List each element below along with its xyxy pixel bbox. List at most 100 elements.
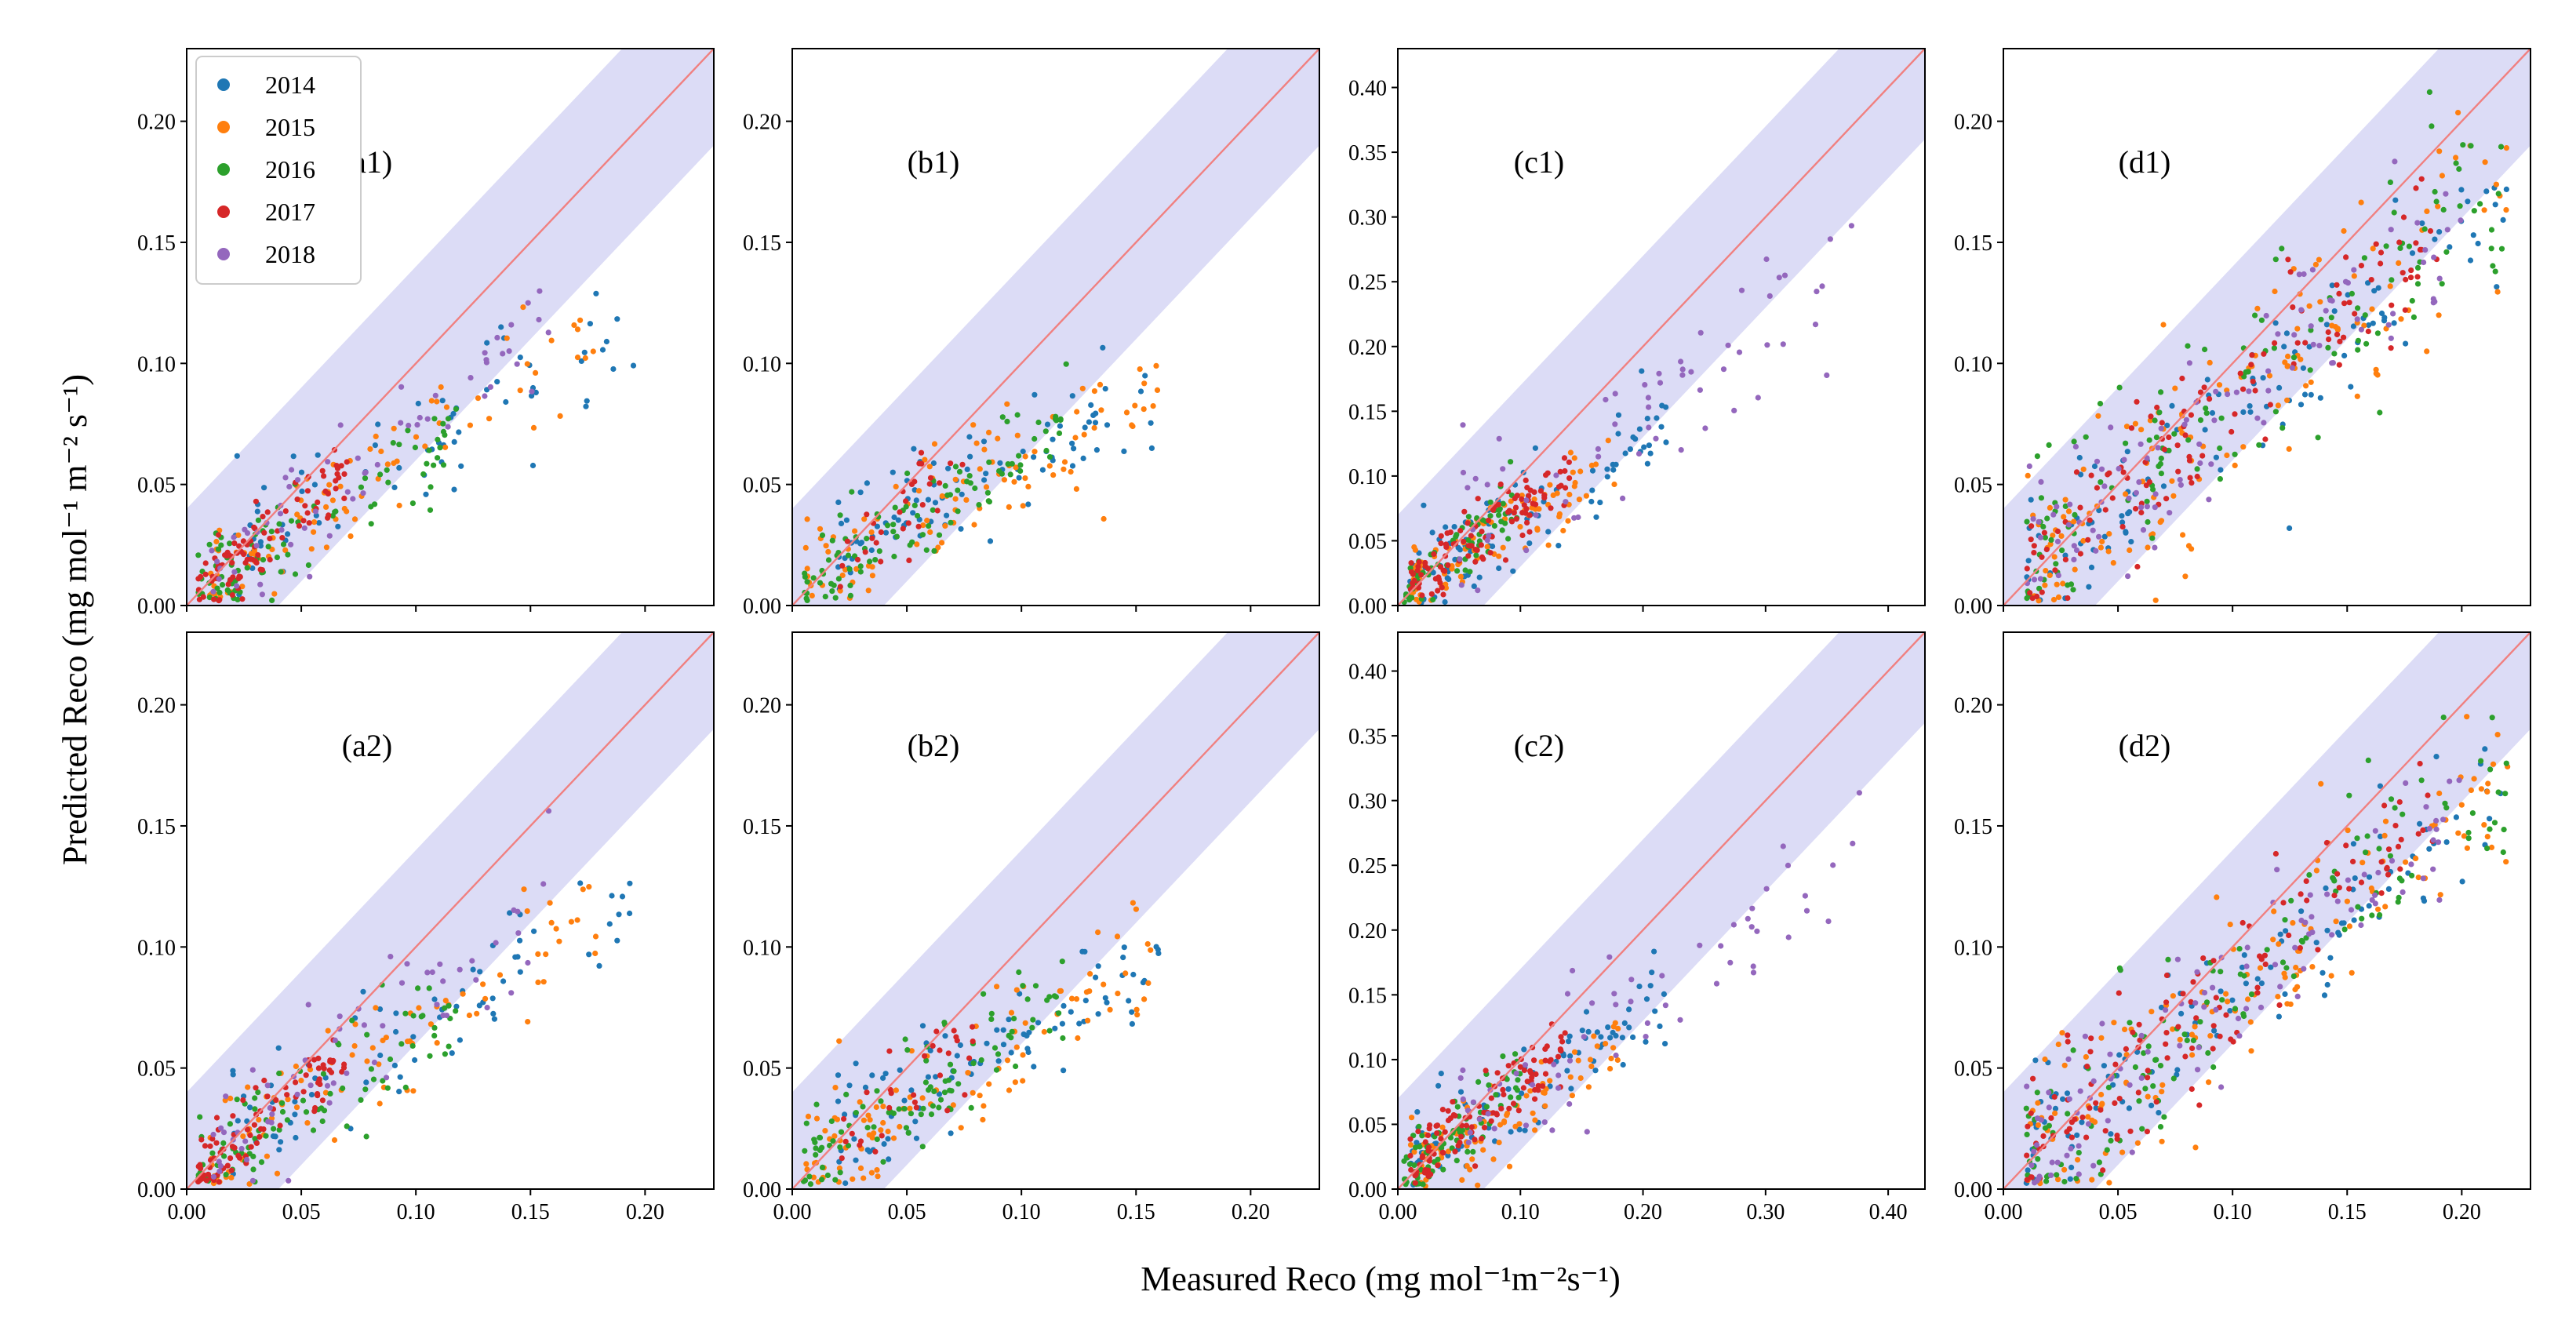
point-2016 — [1042, 428, 1049, 435]
point-2014 — [2076, 454, 2083, 461]
point-2017 — [966, 1055, 973, 1061]
point-2017 — [236, 573, 242, 580]
point-2017 — [1479, 529, 1485, 535]
point-2016 — [349, 1017, 355, 1024]
point-2017 — [248, 1144, 254, 1150]
point-2015 — [308, 546, 315, 552]
point-2014 — [2101, 1063, 2107, 1069]
point-2017 — [879, 1133, 885, 1139]
point-2015 — [875, 1173, 881, 1180]
point-2015 — [2294, 326, 2301, 332]
point-2015 — [810, 1174, 817, 1180]
point-2017 — [2413, 240, 2419, 246]
point-2015 — [836, 1165, 842, 1171]
point-2014 — [874, 523, 880, 529]
point-2018 — [2026, 463, 2032, 470]
point-2014 — [1086, 419, 1092, 425]
point-2016 — [363, 1133, 369, 1140]
point-2016 — [1500, 1053, 1506, 1060]
point-2015 — [1496, 1140, 1502, 1146]
point-2017 — [2334, 871, 2341, 877]
point-2014 — [1505, 1086, 1512, 1092]
point-2014 — [1438, 1071, 1444, 1077]
point-2015 — [1072, 435, 1079, 441]
point-2016 — [2040, 523, 2047, 530]
panel-a2: 0.00 0.05 0.10 0.15 0.200.000.050.100.150.20… — [137, 631, 715, 1224]
point-2016 — [2488, 227, 2495, 233]
point-2014 — [2487, 816, 2493, 822]
point-2015 — [971, 522, 977, 528]
point-2017 — [864, 1089, 870, 1096]
point-2016 — [837, 512, 843, 518]
point-2017 — [1461, 508, 1468, 515]
point-2014 — [1000, 1042, 1007, 1048]
point-2016 — [2132, 1064, 2138, 1071]
point-2016 — [812, 1139, 818, 1145]
point-2018 — [257, 581, 264, 587]
point-2016 — [825, 557, 832, 563]
point-2016 — [1487, 513, 1494, 519]
y-tick-label: 0.35 — [1348, 725, 1387, 749]
point-2015 — [1057, 988, 1064, 994]
point-2016 — [2365, 757, 2371, 764]
point-2014 — [1471, 583, 1477, 590]
point-2015 — [413, 434, 420, 440]
point-2016 — [1043, 447, 1050, 454]
point-2018 — [337, 422, 344, 428]
point-2015 — [2159, 1082, 2166, 1088]
point-2018 — [2031, 1148, 2037, 1155]
point-2016 — [2153, 435, 2159, 441]
point-2015 — [271, 591, 278, 597]
x-tick-label: 0.20 — [2443, 1200, 2481, 1224]
point-2016 — [221, 1153, 227, 1159]
point-2018 — [2235, 1015, 2242, 1022]
point-2016 — [2202, 346, 2208, 353]
point-2017 — [1458, 1133, 1464, 1140]
point-2018 — [2307, 892, 2313, 898]
point-2018 — [457, 966, 463, 973]
point-2014 — [1102, 386, 1108, 392]
point-2018 — [2195, 1067, 2201, 1073]
point-2014 — [891, 514, 897, 521]
point-2017 — [1428, 591, 1435, 597]
point-2016 — [2258, 317, 2265, 323]
point-2018 — [2196, 441, 2203, 447]
point-2016 — [344, 1123, 350, 1129]
point-2017 — [2064, 1129, 2070, 1135]
point-2016 — [2392, 805, 2398, 811]
x-tick-label: 0.20 — [626, 1200, 664, 1224]
point-2016 — [2315, 435, 2321, 441]
point-2017 — [1486, 517, 1492, 524]
point-2017 — [962, 1092, 968, 1098]
point-2017 — [284, 1092, 290, 1098]
point-2018 — [2433, 826, 2440, 832]
point-2015 — [2160, 322, 2167, 328]
point-2016 — [2205, 1049, 2211, 1057]
point-2015 — [2344, 898, 2350, 904]
point-2016 — [822, 594, 828, 600]
point-2014 — [1008, 1049, 1014, 1056]
point-2014 — [249, 565, 256, 572]
point-2015 — [2159, 1089, 2165, 1095]
point-2014 — [1044, 421, 1051, 427]
point-2016 — [2048, 537, 2054, 544]
point-2014 — [1526, 540, 1533, 547]
legend-entry-2016: 2016 — [265, 155, 315, 184]
point-2015 — [924, 518, 930, 524]
point-2016 — [235, 596, 241, 603]
point-2015 — [1412, 547, 1418, 553]
point-2015 — [2051, 554, 2058, 560]
point-2017 — [2346, 300, 2352, 306]
point-2016 — [2377, 409, 2383, 416]
point-2016 — [358, 484, 364, 490]
point-2015 — [2062, 497, 2068, 503]
point-2018 — [1657, 380, 1664, 386]
point-2016 — [857, 569, 864, 575]
point-2016 — [1016, 453, 1022, 459]
point-2016 — [853, 1110, 859, 1116]
point-2018 — [2211, 417, 2218, 424]
point-2015 — [2284, 397, 2290, 403]
point-2018 — [2444, 227, 2450, 233]
point-2015 — [1148, 947, 1154, 953]
point-2015 — [2455, 830, 2461, 836]
